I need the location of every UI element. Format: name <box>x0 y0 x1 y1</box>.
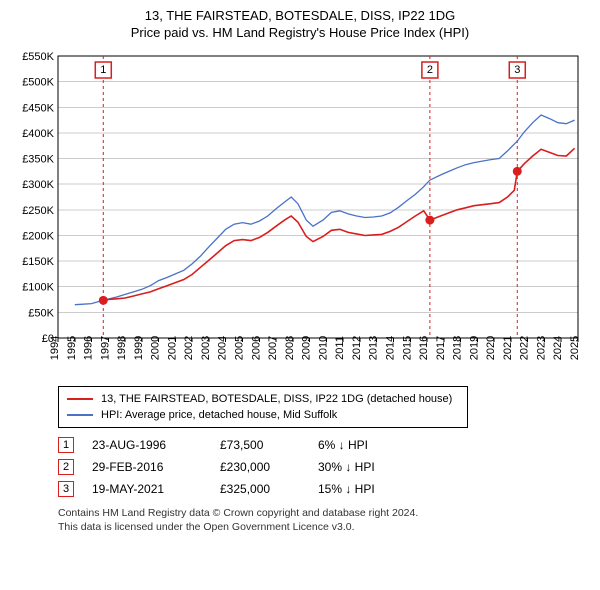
line-chart: £0£50K£100K£150K£200K£250K£300K£350K£400… <box>10 48 590 378</box>
x-tick-label: 2001 <box>166 336 178 360</box>
chart-title: 13, THE FAIRSTEAD, BOTESDALE, DISS, IP22… <box>10 8 590 23</box>
event-badge: 2 <box>58 459 74 475</box>
x-tick-label: 1994 <box>49 336 61 360</box>
y-tick-label: £100K <box>22 282 54 294</box>
x-tick-label: 2005 <box>234 336 246 360</box>
x-tick-label: 2020 <box>485 336 497 360</box>
x-tick-label: 2015 <box>401 336 413 360</box>
x-tick-label: 2009 <box>301 336 313 360</box>
event-date: 19-MAY-2021 <box>92 482 202 496</box>
footer-line-1: Contains HM Land Registry data © Crown c… <box>58 506 590 520</box>
x-tick-label: 2014 <box>384 336 396 360</box>
x-tick-label: 1995 <box>66 336 78 360</box>
x-tick-label: 2025 <box>569 336 581 360</box>
event-row: 3 19-MAY-2021 £325,000 15% ↓ HPI <box>58 478 548 500</box>
x-tick-label: 2007 <box>267 336 279 360</box>
event-price: £73,500 <box>220 438 300 452</box>
legend-row: HPI: Average price, detached house, Mid … <box>67 407 459 423</box>
event-delta: 30% ↓ HPI <box>318 460 375 474</box>
chart-container: 13, THE FAIRSTEAD, BOTESDALE, DISS, IP22… <box>0 0 600 540</box>
x-tick-label: 1997 <box>99 336 111 360</box>
y-tick-label: £400K <box>22 128 54 140</box>
chart-subtitle: Price paid vs. HM Land Registry's House … <box>10 25 590 40</box>
x-tick-label: 2022 <box>519 336 531 360</box>
y-tick-label: £500K <box>22 77 54 89</box>
x-tick-label: 2018 <box>452 336 464 360</box>
x-tick-label: 2012 <box>351 336 363 360</box>
legend-row: 13, THE FAIRSTEAD, BOTESDALE, DISS, IP22… <box>67 391 459 407</box>
x-tick-label: 2008 <box>284 336 296 360</box>
y-tick-label: £50K <box>28 307 54 319</box>
sale-point <box>513 167 522 176</box>
event-date: 29-FEB-2016 <box>92 460 202 474</box>
x-tick-label: 1996 <box>83 336 95 360</box>
event-marker-number: 3 <box>514 64 520 76</box>
y-tick-label: £200K <box>22 230 54 242</box>
titles: 13, THE FAIRSTEAD, BOTESDALE, DISS, IP22… <box>10 8 590 40</box>
x-tick-label: 2024 <box>552 336 564 360</box>
event-price: £230,000 <box>220 460 300 474</box>
x-tick-label: 2002 <box>183 336 195 360</box>
legend-label: HPI: Average price, detached house, Mid … <box>101 409 337 421</box>
y-tick-label: £150K <box>22 256 54 268</box>
y-tick-label: £450K <box>22 102 54 114</box>
event-badge: 1 <box>58 437 74 453</box>
x-tick-label: 2021 <box>502 336 514 360</box>
x-tick-label: 2000 <box>150 336 162 360</box>
legend-swatch <box>67 398 93 400</box>
y-tick-label: £550K <box>22 51 54 63</box>
x-tick-label: 2016 <box>418 336 430 360</box>
event-marker-number: 1 <box>100 64 106 76</box>
legend: 13, THE FAIRSTEAD, BOTESDALE, DISS, IP22… <box>58 386 468 428</box>
x-tick-label: 2011 <box>334 336 346 360</box>
event-price: £325,000 <box>220 482 300 496</box>
x-tick-label: 2013 <box>368 336 380 360</box>
x-tick-label: 2010 <box>317 336 329 360</box>
x-tick-label: 2019 <box>468 336 480 360</box>
chart-area: £0£50K£100K£150K£200K£250K£300K£350K£400… <box>10 48 590 378</box>
event-marker-number: 2 <box>427 64 433 76</box>
legend-swatch <box>67 414 93 416</box>
footer: Contains HM Land Registry data © Crown c… <box>58 506 590 534</box>
event-date: 23-AUG-1996 <box>92 438 202 452</box>
sale-point <box>425 216 434 225</box>
y-tick-label: £250K <box>22 205 54 217</box>
series-property <box>103 148 574 300</box>
event-row: 1 23-AUG-1996 £73,500 6% ↓ HPI <box>58 434 548 456</box>
x-tick-label: 2004 <box>217 336 229 360</box>
x-tick-label: 2023 <box>535 336 547 360</box>
sale-point <box>99 296 108 305</box>
event-row: 2 29-FEB-2016 £230,000 30% ↓ HPI <box>58 456 548 478</box>
legend-label: 13, THE FAIRSTEAD, BOTESDALE, DISS, IP22… <box>101 393 452 405</box>
x-tick-label: 1998 <box>116 336 128 360</box>
y-tick-label: £350K <box>22 154 54 166</box>
event-table: 1 23-AUG-1996 £73,500 6% ↓ HPI 2 29-FEB-2016 £… <box>58 434 548 500</box>
x-tick-label: 2017 <box>435 336 447 360</box>
event-delta: 15% ↓ HPI <box>318 482 375 496</box>
x-tick-label: 2003 <box>200 336 212 360</box>
y-tick-label: £300K <box>22 179 54 191</box>
x-tick-label: 1999 <box>133 336 145 360</box>
event-delta: 6% ↓ HPI <box>318 438 368 452</box>
x-tick-label: 2006 <box>250 336 262 360</box>
footer-line-2: This data is licensed under the Open Gov… <box>58 520 590 534</box>
event-badge: 3 <box>58 481 74 497</box>
